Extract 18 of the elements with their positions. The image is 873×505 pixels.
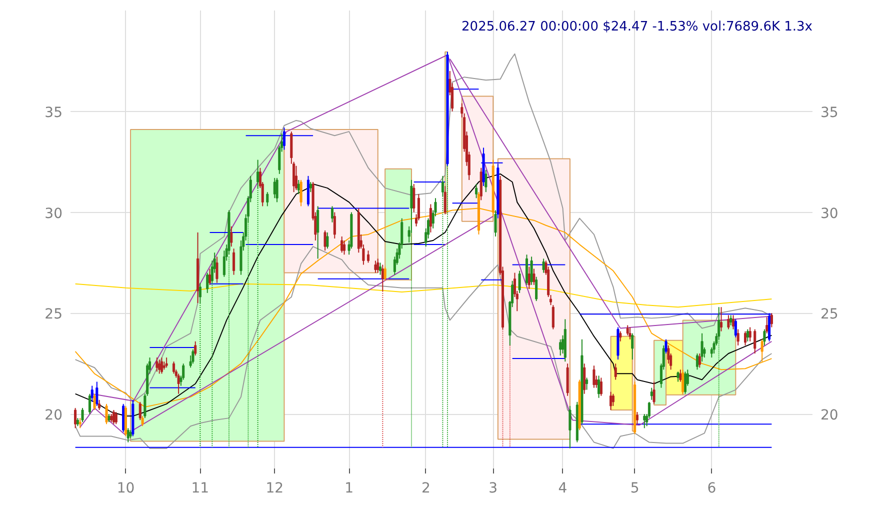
- x-tick-label: 1: [344, 480, 354, 496]
- y-tick-label: 30: [44, 206, 63, 222]
- x-tick-label: 6: [707, 480, 716, 496]
- y2-tick-label: 25: [820, 306, 838, 323]
- x-tick-label: 3: [488, 480, 498, 496]
- y-tick-label: 35: [44, 104, 63, 121]
- y2-tick-label: 30: [820, 206, 838, 222]
- x-tick-label: 2: [421, 480, 430, 496]
- x-tick-label: 10: [116, 480, 135, 496]
- x-tick-label: 11: [191, 480, 210, 496]
- y-tick-label: 25: [44, 306, 63, 323]
- y2-tick-label: 20: [820, 408, 838, 424]
- x-tick-label: 12: [266, 480, 284, 496]
- x-tick-label: 4: [558, 480, 568, 496]
- y2-tick-label: 35: [820, 104, 838, 121]
- x-tick-label: 5: [630, 480, 640, 496]
- y-tick-label: 20: [44, 408, 63, 424]
- text: 2025.06.27 00:00:00 $24.47 -1.53% vol:7689.6K 1.3x: [462, 20, 813, 34]
